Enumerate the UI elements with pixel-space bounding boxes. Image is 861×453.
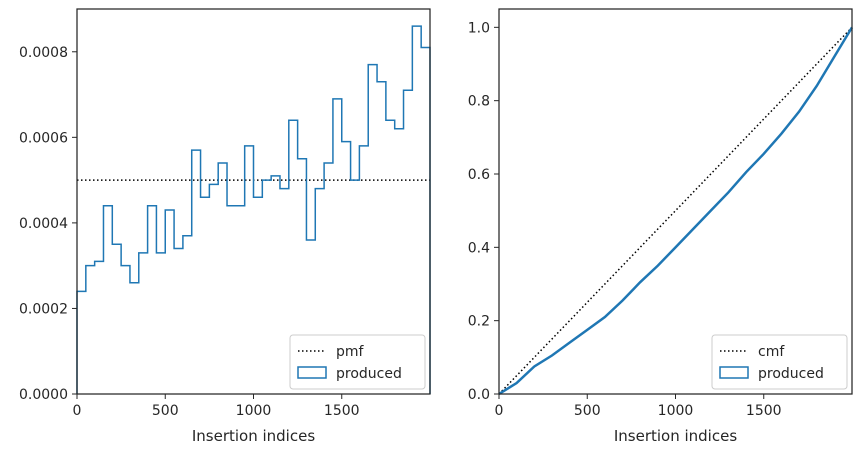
chart-right-y-tick-label: 1.0 <box>468 20 490 36</box>
chart-left-y-tick-label: 0.0002 <box>19 301 68 317</box>
chart-left-y-tick-label: 0.0006 <box>19 130 68 146</box>
chart-left-histogram: 0 500 1000 1500 0.0000 0.0002 0.0004 0.0006 0.00… <box>19 8 431 445</box>
chart-right-cmf-line <box>498 26 853 395</box>
chart-left-x-tick-label: 1000 <box>236 403 272 419</box>
chart-left-y-tick-label: 0.0008 <box>19 45 68 61</box>
chart-right-y-tick-label: 0.2 <box>468 314 490 330</box>
chart-right-x-tick-label: 1500 <box>746 403 782 419</box>
chart-right-legend-label-produced: produced <box>758 366 824 382</box>
chart-left-x-tick-label: 0 <box>73 403 82 419</box>
chart-left-x-tick-label: 500 <box>152 403 179 419</box>
chart-right-x-tick-label: 1000 <box>658 403 694 419</box>
chart-left-y-tick-label: 0.0000 <box>19 387 68 403</box>
chart-left-produced-step <box>76 25 431 394</box>
chart-right-y-tick-label: 0.6 <box>468 167 490 183</box>
chart-right-legend-label-reference: cmf <box>758 344 785 360</box>
chart-left-legend-box <box>289 334 426 390</box>
chart-left-y-tick-label: 0.0004 <box>19 216 68 232</box>
chart-right-x-axis-label: Insertion indices <box>614 427 737 445</box>
chart-left-legend-swatch-produced <box>297 366 327 379</box>
chart-right-x-tick-label: 500 <box>574 403 601 419</box>
chart-right-legend-box <box>711 334 848 390</box>
chart-right-produced-line <box>498 26 854 396</box>
chart-left-legend-label-reference: pmf <box>336 344 365 360</box>
chart-left-legend-label-produced: produced <box>336 366 402 382</box>
chart-right-y-tick-label: 0.0 <box>468 387 490 403</box>
chart-right-x-tick-label: 0 <box>495 403 504 419</box>
chart-left-legend: pmf produced <box>289 334 426 390</box>
chart-right-legend: cmf produced <box>711 334 848 390</box>
chart-right-cumulative: 0 500 1000 1500 0.0 0.2 0.4 0.6 0.8 1.0 Insertion … <box>468 8 854 445</box>
chart-right-y-tick-label: 0.4 <box>468 240 490 256</box>
chart-right-legend-swatch-produced <box>719 366 749 379</box>
chart-left-x-axis-label: Insertion indices <box>192 427 315 445</box>
chart-left-x-tick-label: 1500 <box>324 403 360 419</box>
chart-right-y-tick-label: 0.8 <box>468 94 490 110</box>
